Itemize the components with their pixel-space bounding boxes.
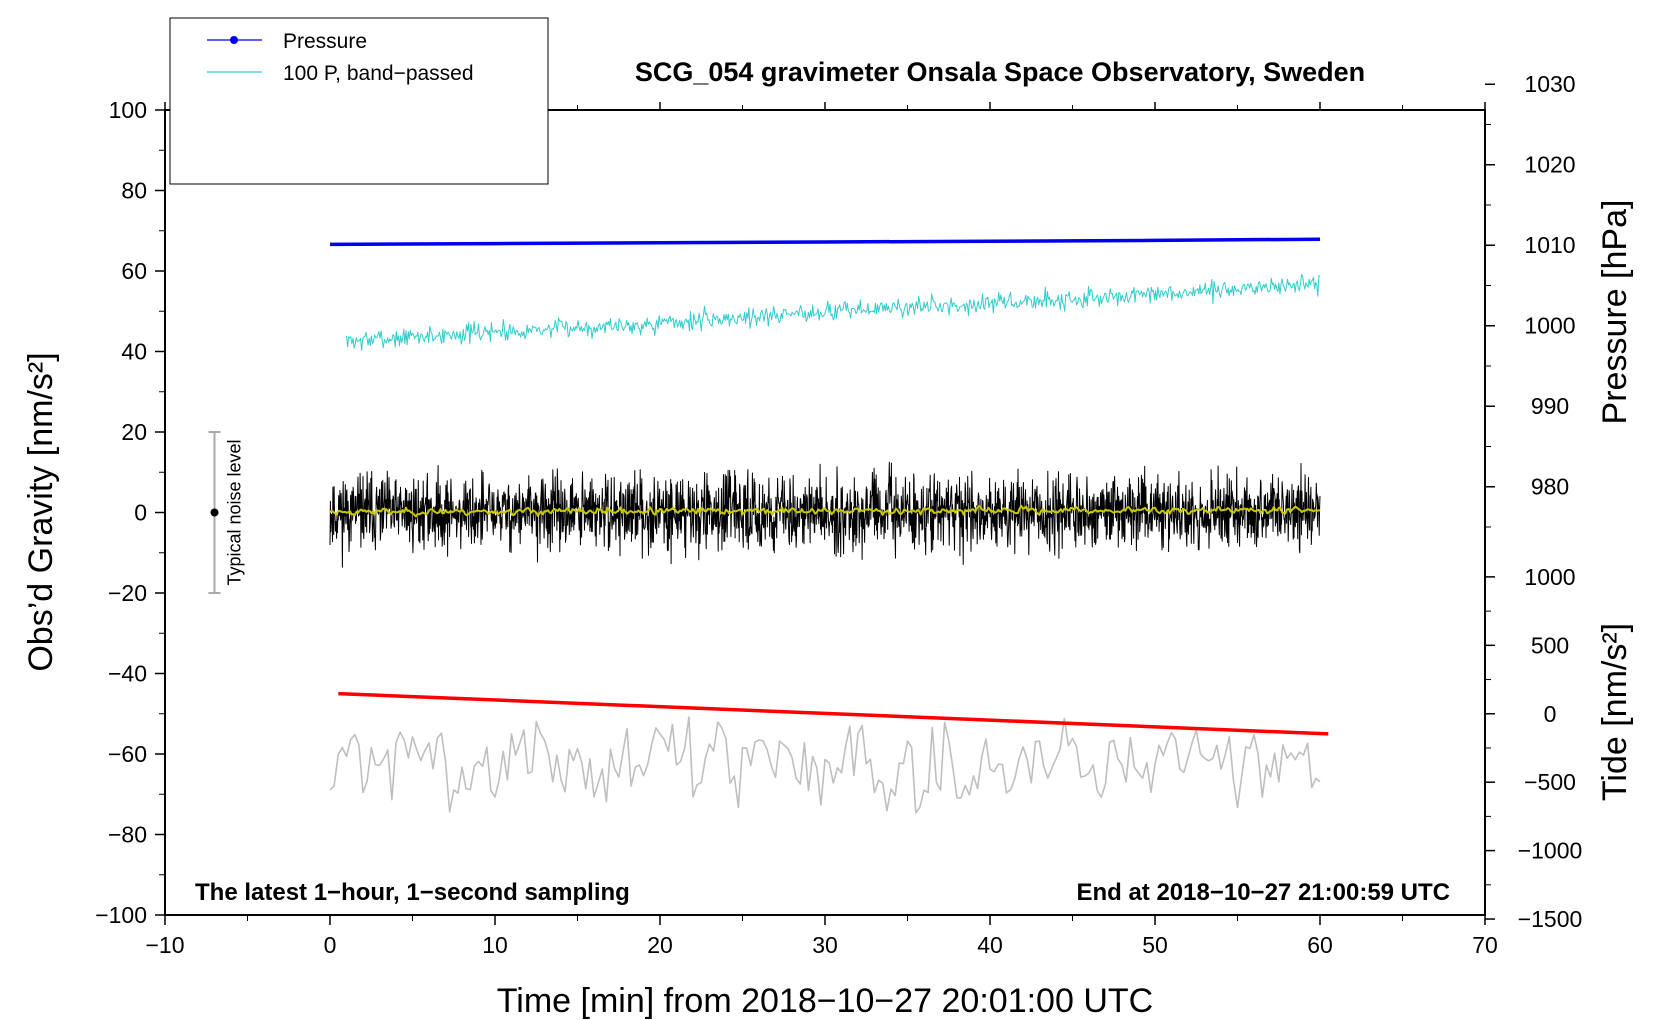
y-axis-title-pressure: Pressure [hPa] <box>1596 200 1634 425</box>
x-tick-label: 0 <box>324 932 337 958</box>
y-tick-label: 20 <box>121 419 147 445</box>
tide-tick-label: −500 <box>1524 769 1576 795</box>
x-tick-label: −10 <box>145 932 184 958</box>
y-axis-title-gravity: Obs’d Gravity [nm/s²] <box>22 352 60 671</box>
x-tick-label: 40 <box>977 932 1003 958</box>
noise-level-indicator: Typical noise level <box>208 431 245 594</box>
pressure-tick-label: 1010 <box>1524 232 1575 258</box>
pressure-tick-label: 1000 <box>1524 313 1575 339</box>
pressure-tick-label: 990 <box>1531 393 1569 419</box>
series-residual <box>329 716 1321 814</box>
series-layer <box>329 237 1329 814</box>
x-tick-label: 60 <box>1307 932 1333 958</box>
y-tick-label: 40 <box>121 339 147 365</box>
annotation-sampling: The latest 1−hour, 1−second sampling <box>195 879 630 906</box>
tide-tick-label: −1000 <box>1518 838 1583 864</box>
y-tick-label: −40 <box>108 661 147 687</box>
legend-marker-pressure <box>230 36 238 44</box>
x-tick-label: 30 <box>812 932 838 958</box>
noise-label: Typical noise level <box>225 439 245 585</box>
series-obs-d-gravity <box>329 461 1321 568</box>
y-tick-label: 0 <box>134 500 147 526</box>
tide-tick-label: 500 <box>1531 632 1569 658</box>
y-tick-label: 80 <box>121 178 147 204</box>
noise-bar-center-dot <box>210 508 219 517</box>
tide-tick-label: −1500 <box>1518 906 1583 932</box>
tick-layer: −10 0 10 20 30 40 50 60 70100806040200−20−40−60−… <box>95 71 1582 958</box>
tide-tick-label: 1000 <box>1524 564 1575 590</box>
y-tick-label: −20 <box>108 580 147 606</box>
series-pressure <box>329 237 1321 247</box>
annotation-end-time: End at 2018−10−27 21:00:59 UTC <box>1076 879 1450 906</box>
y-tick-label: −100 <box>95 902 147 928</box>
y-tick-label: 100 <box>109 97 147 123</box>
series-100-p-band-passed <box>346 273 1321 351</box>
y-tick-label: −60 <box>108 741 147 767</box>
pressure-tick-label: 1030 <box>1524 71 1575 97</box>
y-axis-title-tide: Tide [nm/s²] <box>1596 623 1634 801</box>
y-tick-label: 60 <box>121 258 147 284</box>
x-tick-label: 10 <box>482 932 508 958</box>
legend-label-bandpassed: 100 P, band−passed <box>283 62 474 85</box>
series-filtered-gravity <box>329 504 1321 518</box>
pressure-tick-label: 1020 <box>1524 152 1575 178</box>
pressure-tick-label: 980 <box>1531 474 1569 500</box>
x-axis-title: Time [min] from 2018−10−27 20:01:00 UTC <box>497 982 1153 1020</box>
legend: Pressure 100 P, band−passed <box>169 17 549 185</box>
x-tick-label: 70 <box>1472 932 1498 958</box>
legend-label-pressure: Pressure <box>283 30 367 53</box>
chart-title: SCG_054 gravimeter Onsala Space Observat… <box>635 57 1365 87</box>
x-tick-label: 20 <box>647 932 673 958</box>
tide-tick-label: 0 <box>1544 701 1557 727</box>
y-tick-label: −80 <box>108 822 147 848</box>
series-tide <box>338 691 1329 736</box>
x-tick-label: 50 <box>1142 932 1168 958</box>
legend-box <box>169 17 549 185</box>
